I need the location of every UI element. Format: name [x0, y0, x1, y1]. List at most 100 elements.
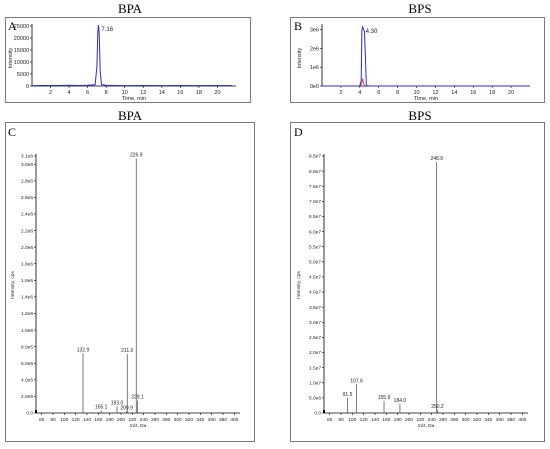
- panel-b-heading: BPS: [408, 1, 432, 16]
- chart-d-x-tick-label: 140: [371, 417, 379, 423]
- chart-b-x-tick-label: 14: [451, 90, 457, 96]
- chart-c-x-axis-label: m/z, Da: [130, 423, 147, 429]
- chart-c-peak-label: 226.9: [130, 152, 143, 158]
- chart-b-x-tick-label: 18: [489, 90, 495, 96]
- chart-d-y-tick-label: 2.0e7: [309, 350, 321, 356]
- chart-c-peak-label: 209.9: [120, 405, 133, 411]
- chart-d-x-tick-label: 100: [348, 417, 356, 423]
- chart-d-peak-label: 184.0: [394, 398, 407, 404]
- panel-d-frame: [290, 122, 545, 442]
- chart-c-y-tick-label: 8.0e5: [21, 344, 33, 350]
- panel-c-letter: C: [8, 125, 17, 139]
- chart-a-y-tick-label: 25000: [14, 24, 29, 30]
- chart-c-x-tick-label: 300: [174, 417, 182, 423]
- chart-c-peak-label: 132.9: [77, 347, 90, 353]
- chart-b-x-tick-label: 10: [413, 90, 419, 96]
- chart-d-x-tick-label: 160: [382, 417, 390, 423]
- chart-c-y-tick-label: 4.0e5: [21, 378, 33, 384]
- chart-b-x-tick-label: 2: [339, 90, 342, 96]
- chart-c-x-tick-label: 260: [151, 417, 159, 423]
- chart-c-x-tick-label: 60: [39, 417, 45, 423]
- chart-c-x-tick-label: 80: [50, 417, 56, 423]
- panel-d-letter: D: [294, 125, 303, 139]
- chart-a-x-tick-label: 16: [177, 90, 183, 96]
- chart-d-x-tick-label: 180: [394, 417, 402, 423]
- chart-c-y-tick-label: 2.2e6: [21, 228, 33, 234]
- chart-d-y-tick-label: 7.5e7: [309, 184, 321, 190]
- chart-c-peak-label: 211.0: [121, 348, 133, 354]
- chart-c-x-tick-label: 220: [128, 417, 136, 423]
- chart-c-y-tick-label: 0.0: [26, 411, 33, 417]
- chart-d-y-tick-label: 1.0e7: [309, 380, 321, 386]
- chart-c-x-tick-label: 280: [162, 417, 170, 423]
- chart-d-x-tick-label: 200: [405, 417, 413, 423]
- panel-c-frame: [5, 122, 255, 442]
- chart-a-y-tick-label: 20000: [14, 36, 29, 42]
- chart-d-y-tick-label: 7.0e7: [309, 199, 321, 205]
- chart-d-x-tick-label: 380: [507, 417, 515, 423]
- chart-c-y-tick-label: 1.8e6: [21, 261, 33, 267]
- chart-c-x-tick-label: 340: [196, 417, 204, 423]
- chart-b-secondary-trace: [359, 78, 366, 87]
- chart-c-x-tick-label: 200: [117, 417, 125, 423]
- chart-b-y-tick-label: 2e6: [310, 46, 319, 52]
- chart-c-origin-marker: [35, 410, 37, 413]
- chart-c-peak-label: 229.1: [131, 395, 144, 401]
- chart-c-peak-label: 165.1: [95, 405, 108, 411]
- panel-a-letter: A: [8, 19, 17, 33]
- chart-c-y-tick-label: 2.8e6: [21, 179, 33, 185]
- chart-d-x-tick-label: 400: [518, 417, 526, 423]
- chart-c-y-tick-label: 1.6e6: [21, 278, 33, 284]
- chart-d-x-tick-label: 320: [473, 417, 481, 423]
- chart-c-y-tick-label: 2.6e6: [21, 195, 33, 201]
- chart-c-x-tick-label: 140: [83, 417, 91, 423]
- chart-a-series-line: [31, 24, 233, 87]
- panel-c-heading: BPA: [117, 108, 143, 123]
- chart-c-y-tick-label: 6.0e5: [21, 361, 33, 367]
- chart-d-x-tick-label: 300: [462, 417, 470, 423]
- chart-d-y-tick-label: 8.0e7: [309, 169, 321, 175]
- chart-d-y-tick-label: 8.5e7: [309, 154, 321, 160]
- chart-d-x-tick-label: 220: [416, 417, 424, 423]
- chart-d-x-tick-label: 340: [484, 417, 492, 423]
- chart-a-x-tick-label: 6: [86, 90, 89, 96]
- chart-d-y-tick-label: 5.5e7: [309, 244, 321, 250]
- chart-b-peak-label: 4.30: [366, 29, 378, 35]
- chart-d-peak-label: 250.2: [431, 404, 444, 410]
- chart-d-y-tick-label: 4.0e7: [309, 290, 321, 296]
- chart-d-y-tick-label: 3.0e7: [309, 320, 321, 326]
- chart-b-y-tick-label: 3e6: [310, 28, 319, 34]
- chart-a-x-tick-label: 18: [196, 90, 202, 96]
- chart-d-origin-marker: [323, 410, 325, 413]
- chart-c-y-tick-label: 2.0e5: [21, 394, 33, 400]
- chart-b-x-tick-label: 8: [396, 90, 399, 96]
- chart-a-y-tick-label: 5000: [17, 72, 29, 78]
- chart-a-y-tick-label: 15000: [14, 48, 29, 54]
- chart-c-y-tick-label: 1.2e6: [21, 311, 33, 317]
- chart-d-y-axis-label: Intensity, cps: [296, 271, 302, 299]
- chart-a-x-tick-label: 4: [68, 90, 71, 96]
- panel-b-frame: [290, 17, 545, 103]
- chart-d-x-tick-label: 80: [338, 417, 344, 423]
- chart-d-x-tick-label: 360: [496, 417, 504, 423]
- chart-d-x-tick-label: 60: [327, 417, 333, 423]
- chart-c-x-tick-label: 360: [208, 417, 216, 423]
- chart-c-y-tick-label: 3.1e6: [21, 154, 33, 160]
- panel-a-frame: [5, 17, 251, 103]
- chart-b-series-line: [322, 25, 527, 87]
- chart-d-y-tick-label: 6.5e7: [309, 214, 321, 220]
- chart-a-x-axis-label: Time, min: [122, 96, 146, 102]
- chart-d-y-tick-label: 0.0: [314, 411, 321, 417]
- chart-c-x-tick-label: 380: [219, 417, 227, 423]
- chart-a-x-tick-label: 10: [122, 90, 128, 96]
- chart-d-peak-label: 248.9: [430, 156, 443, 162]
- chart-c-y-tick-label: 2.0e6: [21, 245, 33, 251]
- chart-d-x-tick-label: 260: [439, 417, 447, 423]
- chart-a-y-tick-label: 10000: [14, 60, 29, 66]
- chart-b-x-tick-label: 20: [508, 90, 514, 96]
- chart-d-y-tick-label: 5.0e6: [309, 396, 321, 402]
- chart-a-y-axis-label: Intensity: [8, 48, 14, 69]
- chart-c-x-tick-label: 240: [140, 417, 148, 423]
- chart-c-x-tick-label: 180: [106, 417, 114, 423]
